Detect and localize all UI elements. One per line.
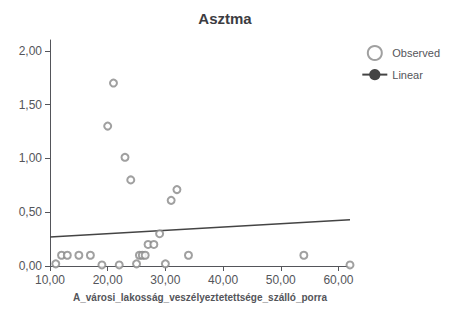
svg-text:Linear: Linear: [392, 69, 423, 81]
svg-text:Asztma: Asztma: [198, 10, 252, 27]
svg-text:1,00: 1,00: [19, 151, 43, 165]
svg-text:1,50: 1,50: [19, 98, 43, 112]
svg-text:A_városi_lakosság_veszélyeztet: A_városi_lakosság_veszélyeztetettsége_sz…: [73, 292, 327, 303]
svg-text:2,00: 2,00: [19, 44, 43, 58]
svg-text:20,00: 20,00: [93, 273, 123, 287]
svg-text:0,00: 0,00: [19, 259, 43, 273]
svg-text:30,00: 30,00: [150, 273, 180, 287]
svg-text:Observed: Observed: [392, 47, 440, 59]
svg-text:0,50: 0,50: [19, 205, 43, 219]
svg-text:60,00: 60,00: [323, 273, 353, 287]
svg-text:50,00: 50,00: [266, 273, 296, 287]
svg-text:40,00: 40,00: [208, 273, 238, 287]
svg-text:10,00: 10,00: [35, 273, 65, 287]
